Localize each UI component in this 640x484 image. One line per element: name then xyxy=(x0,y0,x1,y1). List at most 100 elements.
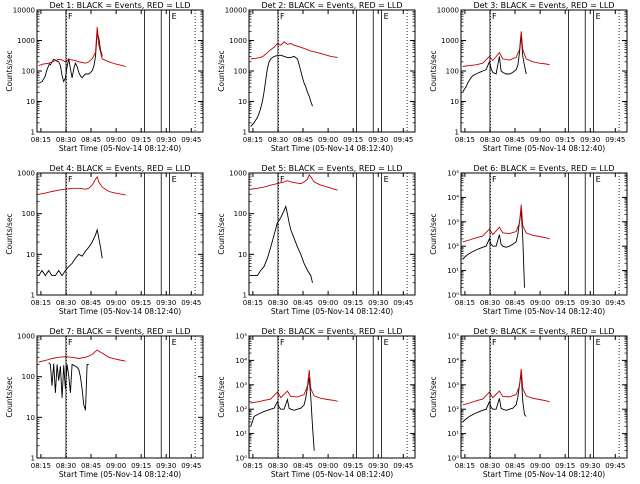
x-axis-label: Start Time (05-Nov-14 08:12:40) xyxy=(271,307,393,316)
marker-letter: F xyxy=(492,338,497,347)
y-tick-label: 10⁴ xyxy=(447,357,459,365)
y-tick-label: 10⁰ xyxy=(447,455,459,463)
x-tick-label: 09:00 xyxy=(318,462,338,470)
x-tick-label: 09:30 xyxy=(580,299,600,307)
x-tick-label: 08:30 xyxy=(268,136,288,144)
x-tick-label: 09:15 xyxy=(555,299,575,307)
y-tick-label: 1000 xyxy=(17,333,35,341)
x-tick-label: 08:30 xyxy=(480,462,500,470)
x-tick-label: 09:15 xyxy=(131,299,151,307)
y-tick-label: 10 xyxy=(26,98,35,106)
events-series-line xyxy=(462,210,525,288)
y-tick-label: 10¹ xyxy=(235,430,247,438)
plot-frame xyxy=(460,335,628,459)
lld-series-line xyxy=(462,204,550,243)
chart-panel: Det 9: BLACK = Events, RED = LLD 08:15 08:… xyxy=(429,327,628,479)
x-tick-label: 08:45 xyxy=(293,136,313,144)
chart-title: Det 1: BLACK = Events, RED = LLD xyxy=(50,1,191,10)
chart-panel: Det 8: BLACK = Events, RED = LLD 08:15 08:… xyxy=(217,327,416,479)
lld-series-line xyxy=(250,370,338,404)
y-tick-label: 10¹ xyxy=(447,267,459,275)
x-tick-label: 09:30 xyxy=(580,462,600,470)
chart-panel: Det 2: BLACK = Events, RED = LLD 08:15 08:… xyxy=(217,1,416,153)
y-tick-label: 100 xyxy=(22,68,35,76)
chart-title: Det 4: BLACK = Events, RED = LLD xyxy=(50,164,191,173)
x-tick-label: 09:45 xyxy=(605,299,625,307)
y-tick-label: 100 xyxy=(22,210,35,218)
y-tick-label: 1000 xyxy=(229,37,247,45)
marker-letter: F xyxy=(68,12,73,21)
x-tick-label: 09:00 xyxy=(106,299,126,307)
plot-frame xyxy=(460,9,628,133)
y-tick-label: 10⁵ xyxy=(447,333,459,341)
x-tick-label: 08:30 xyxy=(480,136,500,144)
x-tick-label: 08:45 xyxy=(505,299,525,307)
marker-letter: E xyxy=(172,338,177,347)
y-tick-label: 1 xyxy=(31,129,35,137)
x-axis-label: Start Time (05-Nov-14 08:12:40) xyxy=(271,144,393,153)
plot-frame xyxy=(248,9,416,133)
events-series-line xyxy=(250,54,313,127)
x-tick-label: 09:45 xyxy=(393,299,413,307)
y-tick-label: 1000 xyxy=(17,37,35,45)
chart-panel: Det 1: BLACK = Events, RED = LLD 08:15 08:… xyxy=(5,1,204,153)
y-tick-label: 10² xyxy=(235,406,247,414)
x-tick-label: 09:45 xyxy=(181,299,201,307)
y-tick-label: 1000 xyxy=(229,170,247,178)
chart-title: Det 3: BLACK = Events, RED = LLD xyxy=(474,1,615,10)
chart-panel: Det 6: BLACK = Events, RED = LLD 08:15 08:… xyxy=(429,164,628,316)
x-tick-label: 09:15 xyxy=(343,299,363,307)
x-tick-label: 09:00 xyxy=(106,462,126,470)
y-tick-label: 10000 xyxy=(13,7,35,15)
x-tick-label: 09:15 xyxy=(131,136,151,144)
x-tick-label: 08:15 xyxy=(455,299,475,307)
chart-title: Det 6: BLACK = Events, RED = LLD xyxy=(474,164,615,173)
y-axis-label: Counts/sec xyxy=(5,50,14,91)
marker-letter: E xyxy=(596,12,601,21)
marker-letter: F xyxy=(68,175,73,184)
x-tick-label: 09:45 xyxy=(181,462,201,470)
x-tick-label: 09:30 xyxy=(156,299,176,307)
x-tick-label: 08:45 xyxy=(81,299,101,307)
y-tick-label: 1000 xyxy=(441,37,459,45)
chart-panel: Det 5: BLACK = Events, RED = LLD 08:15 08:… xyxy=(217,164,416,316)
x-tick-label: 09:00 xyxy=(530,462,550,470)
x-axis-label: Start Time (05-Nov-14 08:12:40) xyxy=(59,307,181,316)
marker-letter: E xyxy=(172,12,177,21)
y-tick-label: 10³ xyxy=(447,381,459,389)
y-tick-label: 10³ xyxy=(447,218,459,226)
x-tick-label: 09:15 xyxy=(343,136,363,144)
lld-series-line xyxy=(38,175,126,196)
y-tick-label: 10³ xyxy=(235,381,247,389)
x-tick-label: 08:15 xyxy=(455,136,475,144)
y-tick-label: 10 xyxy=(26,414,35,422)
y-tick-label: 10⁵ xyxy=(235,333,247,341)
x-tick-label: 09:15 xyxy=(343,462,363,470)
x-tick-label: 08:15 xyxy=(31,136,51,144)
y-tick-label: 10⁰ xyxy=(235,455,247,463)
y-tick-label: 100 xyxy=(446,68,459,76)
y-tick-label: 10 xyxy=(238,251,247,259)
x-tick-label: 08:45 xyxy=(81,462,101,470)
y-tick-label: 100 xyxy=(22,373,35,381)
marker-letter: F xyxy=(280,338,285,347)
y-tick-label: 10¹ xyxy=(447,430,459,438)
marker-letter: E xyxy=(384,338,389,347)
x-tick-label: 09:00 xyxy=(530,136,550,144)
y-tick-label: 10000 xyxy=(225,7,247,15)
x-tick-label: 09:30 xyxy=(368,299,388,307)
y-tick-label: 10⁴ xyxy=(235,357,247,365)
x-tick-label: 09:30 xyxy=(580,136,600,144)
y-axis-label: Counts/sec xyxy=(5,376,14,417)
marker-letter: F xyxy=(280,175,285,184)
y-tick-label: 10000 xyxy=(437,7,459,15)
marker-letter: F xyxy=(492,175,497,184)
x-tick-label: 08:30 xyxy=(480,299,500,307)
chart-panel: Det 3: BLACK = Events, RED = LLD 08:15 08:… xyxy=(429,1,628,153)
plot-frame xyxy=(460,172,628,296)
lld-series-line xyxy=(462,31,550,67)
plot-frame xyxy=(36,335,204,459)
y-tick-label: 1 xyxy=(455,129,459,137)
y-tick-label: 100 xyxy=(234,68,247,76)
